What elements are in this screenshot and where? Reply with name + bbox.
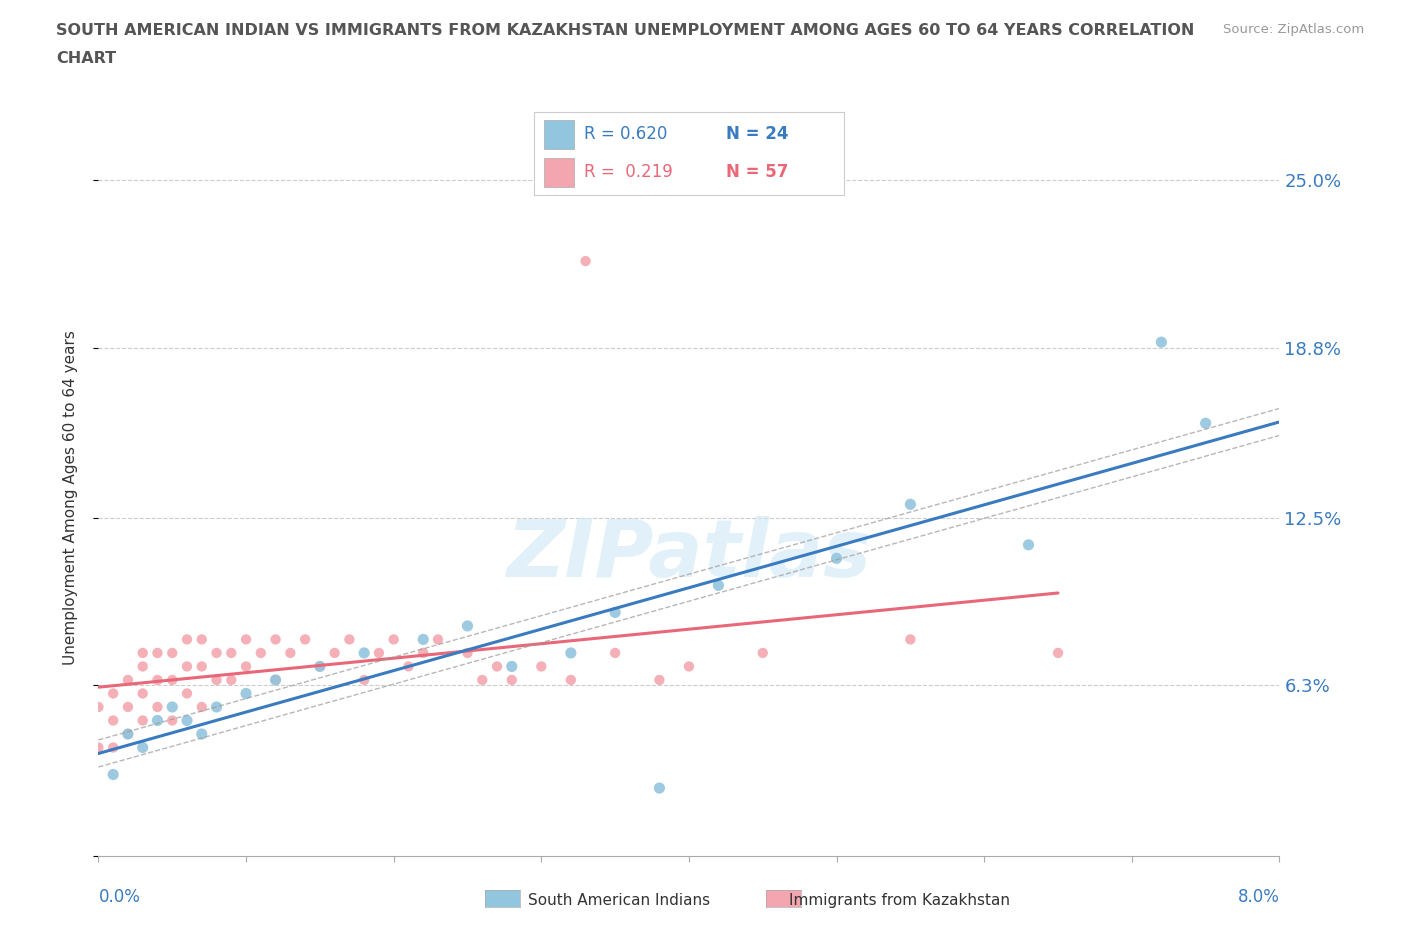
Point xyxy=(191,699,214,714)
Point xyxy=(132,645,155,660)
Point xyxy=(146,713,169,728)
Point xyxy=(87,740,110,755)
Text: N = 24: N = 24 xyxy=(725,126,789,143)
Point xyxy=(176,713,198,728)
Point xyxy=(1018,538,1040,552)
Point xyxy=(427,632,450,647)
Point xyxy=(900,497,922,512)
Point xyxy=(146,645,169,660)
Point xyxy=(132,713,155,728)
Point xyxy=(678,659,700,674)
Point xyxy=(412,645,434,660)
Point xyxy=(117,726,139,741)
Point xyxy=(382,632,405,647)
Point xyxy=(471,672,494,687)
Point xyxy=(103,767,125,782)
Point xyxy=(103,686,125,701)
Point xyxy=(191,659,214,674)
Point xyxy=(648,672,671,687)
Point xyxy=(368,645,391,660)
Point xyxy=(412,632,434,647)
Point xyxy=(132,740,155,755)
Point xyxy=(191,632,214,647)
Point xyxy=(752,645,775,660)
Point xyxy=(560,645,582,660)
Point xyxy=(221,645,243,660)
Point xyxy=(501,659,523,674)
Point xyxy=(530,659,553,674)
Point xyxy=(162,713,184,728)
Y-axis label: Unemployment Among Ages 60 to 64 years: Unemployment Among Ages 60 to 64 years xyxy=(63,330,77,665)
Point xyxy=(162,672,184,687)
Point xyxy=(205,672,228,687)
Point xyxy=(221,672,243,687)
Text: R =  0.219: R = 0.219 xyxy=(583,163,672,180)
Point xyxy=(339,632,361,647)
Text: Source: ZipAtlas.com: Source: ZipAtlas.com xyxy=(1223,23,1364,36)
Point xyxy=(205,645,228,660)
Point xyxy=(235,632,257,647)
Point xyxy=(486,659,509,674)
Point xyxy=(309,659,332,674)
Point xyxy=(235,686,257,701)
Point xyxy=(162,645,184,660)
Point xyxy=(146,672,169,687)
Point xyxy=(1150,335,1173,350)
Text: CHART: CHART xyxy=(56,51,117,66)
Point xyxy=(132,686,155,701)
Point xyxy=(457,618,479,633)
Text: 8.0%: 8.0% xyxy=(1237,888,1279,906)
Point xyxy=(309,659,332,674)
Point xyxy=(1195,416,1218,431)
Bar xyxy=(544,157,575,187)
Point xyxy=(575,254,598,269)
Point xyxy=(250,645,273,660)
Bar xyxy=(544,120,575,150)
Point xyxy=(117,726,139,741)
Point xyxy=(457,645,479,660)
Point xyxy=(205,699,228,714)
Point xyxy=(280,645,302,660)
Text: South American Indians: South American Indians xyxy=(527,893,710,908)
Point xyxy=(323,645,346,660)
Point xyxy=(103,740,125,755)
Point xyxy=(900,632,922,647)
Point xyxy=(146,699,169,714)
Point xyxy=(825,551,848,565)
Point xyxy=(353,672,375,687)
Point xyxy=(605,645,627,660)
Point xyxy=(191,726,214,741)
Point xyxy=(264,632,287,647)
Point xyxy=(117,672,139,687)
Text: Immigrants from Kazakhstan: Immigrants from Kazakhstan xyxy=(789,893,1011,908)
Point xyxy=(132,659,155,674)
Point xyxy=(235,659,257,674)
Point xyxy=(264,672,287,687)
Text: N = 57: N = 57 xyxy=(725,163,789,180)
Point xyxy=(560,672,582,687)
Point xyxy=(398,659,420,674)
Text: 0.0%: 0.0% xyxy=(98,888,141,906)
Point xyxy=(117,699,139,714)
Point xyxy=(162,699,184,714)
Text: ZIPatlas: ZIPatlas xyxy=(506,516,872,594)
Point xyxy=(648,780,671,795)
Point xyxy=(264,672,287,687)
Point xyxy=(176,686,198,701)
Point xyxy=(353,645,375,660)
Point xyxy=(176,632,198,647)
Text: R = 0.620: R = 0.620 xyxy=(583,126,666,143)
Text: SOUTH AMERICAN INDIAN VS IMMIGRANTS FROM KAZAKHSTAN UNEMPLOYMENT AMONG AGES 60 T: SOUTH AMERICAN INDIAN VS IMMIGRANTS FROM… xyxy=(56,23,1195,38)
Point xyxy=(294,632,316,647)
Point xyxy=(707,578,730,592)
Point xyxy=(1046,645,1070,660)
Point xyxy=(605,604,627,619)
Point xyxy=(87,699,110,714)
Point xyxy=(176,659,198,674)
Point xyxy=(103,713,125,728)
Point xyxy=(501,672,523,687)
